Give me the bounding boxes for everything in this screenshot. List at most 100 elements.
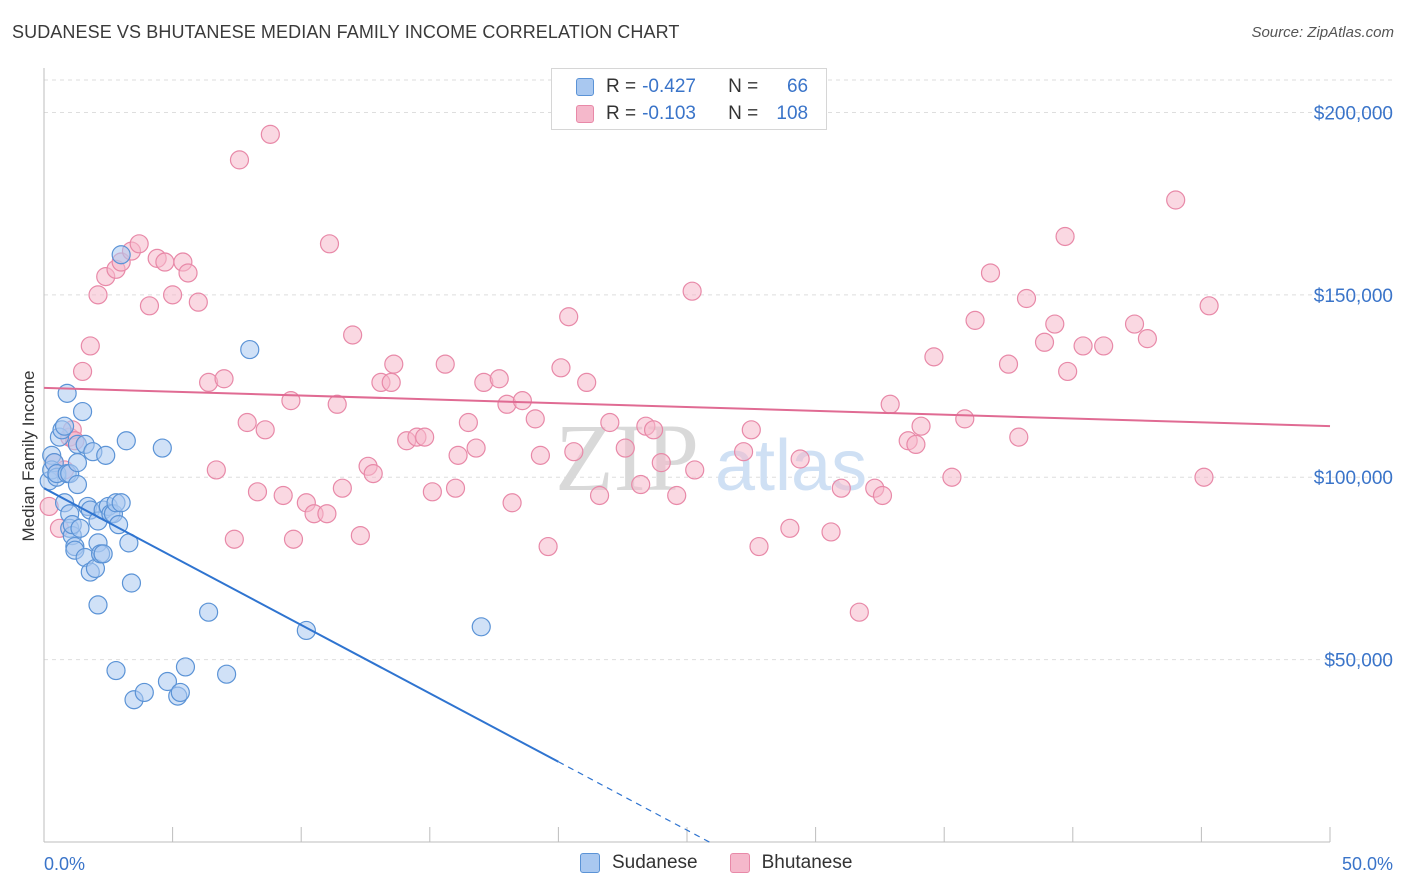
data-point — [790, 449, 810, 469]
data-point — [631, 474, 651, 495]
data-point — [512, 391, 532, 411]
data-point — [384, 354, 404, 374]
correlation-legend: R = -0.427 N = 66 R = -0.103 N = 108 — [551, 68, 827, 130]
legend-label-bhutanese: Bhutanese — [761, 852, 853, 873]
data-point — [1194, 467, 1214, 487]
trend-lines — [43, 386, 1331, 845]
data-point — [471, 617, 491, 637]
data-point — [237, 412, 257, 433]
r-label: R = — [606, 76, 637, 97]
data-point — [831, 478, 851, 498]
data-point — [1009, 427, 1029, 447]
legend-label-sudanese: Sudanese — [612, 852, 698, 873]
legend-item-bhutanese[interactable]: Bhutanese — [729, 852, 853, 874]
data-point — [111, 493, 131, 513]
legend-swatch-bhutanese — [729, 853, 750, 873]
data-point — [152, 438, 172, 458]
series-legend: Sudanese Bhutanese — [580, 852, 884, 874]
data-point — [489, 369, 509, 389]
data-point — [741, 420, 761, 440]
data-point — [564, 442, 584, 462]
data-point — [955, 409, 975, 429]
data-point — [319, 234, 340, 254]
r-value: -0.427 — [642, 76, 696, 97]
data-point — [88, 285, 108, 305]
data-point — [260, 124, 280, 144]
data-point — [327, 394, 347, 414]
data-point — [155, 252, 175, 272]
data-point — [1016, 288, 1037, 309]
data-point — [435, 354, 455, 374]
data-point — [643, 420, 664, 440]
data-point — [872, 485, 893, 506]
data-point — [54, 416, 75, 436]
data-point — [139, 296, 160, 316]
data-point — [998, 354, 1019, 374]
data-point — [255, 420, 275, 440]
data-point — [175, 657, 196, 677]
data-point — [589, 485, 610, 506]
data-point — [283, 529, 304, 549]
n-label: N = — [728, 76, 759, 97]
data-point — [615, 438, 635, 458]
legend-item-sudanese[interactable]: Sudanese — [580, 852, 698, 874]
data-point — [445, 478, 466, 498]
n-label: N = — [728, 103, 759, 124]
x-axis-min-label: 0.0% — [44, 854, 85, 874]
data-point — [214, 369, 234, 389]
data-point — [247, 482, 268, 502]
data-point — [106, 660, 126, 681]
legend-row-bhutanese: R = -0.103 N = 108 — [576, 102, 808, 126]
data-point — [273, 485, 293, 506]
chart-title: SUDANESE VS BHUTANESE MEDIAN FAMILY INCO… — [12, 22, 680, 42]
legend-swatch-bhutanese — [576, 105, 594, 123]
data-point — [1055, 226, 1075, 247]
data-point — [317, 504, 337, 524]
data-point — [415, 427, 435, 447]
data-point — [448, 445, 468, 465]
bhutanese-points — [39, 124, 1219, 622]
r-value: -0.103 — [642, 103, 696, 124]
y-axis-title: Median Family Income — [19, 370, 38, 541]
sudanese-points — [39, 245, 491, 710]
r-label: R = — [606, 103, 637, 124]
data-point — [1073, 336, 1093, 356]
data-point — [1045, 314, 1065, 334]
data-point — [749, 536, 769, 557]
data-point — [350, 525, 370, 546]
legend-row-sudanese: R = -0.427 N = 66 — [576, 75, 808, 99]
trend-line-sudanese — [43, 487, 559, 763]
data-point — [88, 595, 108, 615]
data-point — [363, 463, 383, 484]
data-point — [80, 336, 100, 356]
data-point — [780, 518, 800, 538]
data-point — [121, 573, 142, 593]
data-point — [821, 522, 841, 542]
data-point — [1199, 296, 1219, 316]
source-label: Source: ZipAtlas.com — [1251, 24, 1394, 41]
data-point — [116, 431, 136, 451]
y-tick-label: $100,000 — [1314, 468, 1393, 489]
data-point — [93, 544, 113, 564]
data-point — [199, 602, 219, 622]
data-point — [188, 292, 208, 312]
data-point — [906, 434, 926, 455]
data-point — [157, 671, 178, 692]
data-point — [72, 401, 93, 422]
data-point — [880, 394, 900, 414]
legend-swatch-sudanese — [576, 78, 594, 96]
data-point — [733, 442, 754, 462]
data-point — [1058, 361, 1078, 382]
data-point — [849, 602, 869, 622]
data-point — [667, 485, 687, 506]
trend-line-sudanese-extension — [558, 761, 714, 845]
y-axis-labels: $50,000 $100,000 $150,000 $200,000 — [1314, 103, 1393, 671]
data-point — [343, 325, 363, 345]
data-point — [163, 285, 183, 305]
data-point — [530, 445, 550, 465]
data-point — [111, 245, 131, 265]
data-point — [980, 263, 1001, 283]
data-point — [129, 234, 149, 254]
data-point — [72, 361, 93, 382]
